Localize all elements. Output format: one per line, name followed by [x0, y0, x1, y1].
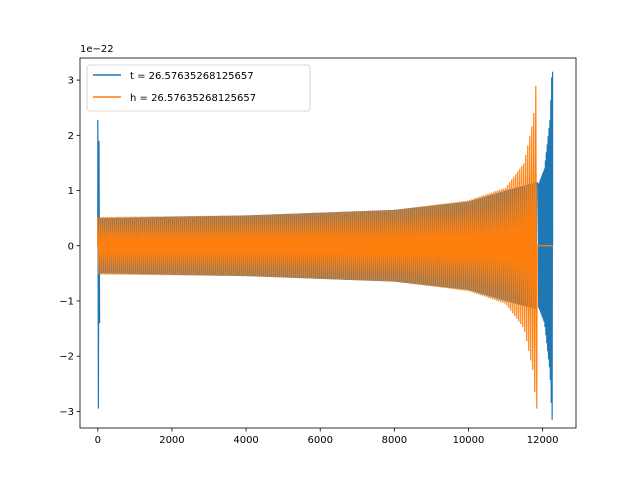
y-tick-label: −1 — [59, 296, 74, 307]
y-axis: −3 −2 −1 0 1 2 3 — [59, 76, 80, 418]
legend-box — [86, 64, 311, 112]
x-tick-label: 12000 — [527, 435, 559, 446]
y-tick-label: 3 — [68, 76, 74, 87]
x-tick-label: 2000 — [159, 435, 184, 446]
x-tick-label: 10000 — [453, 435, 485, 446]
y-tick-label: 2 — [68, 131, 74, 142]
x-tick-label: 0 — [95, 435, 101, 446]
y-tick-label: −2 — [59, 352, 74, 363]
y-tick-label: −3 — [59, 407, 74, 418]
legend-label: t = 26.57635268125657 — [130, 71, 254, 82]
plot-area — [97, 71, 554, 420]
y-offset-label: 1e−22 — [80, 44, 114, 55]
legend-label: h = 26.57635268125657 — [130, 93, 256, 104]
axes-frame — [79, 57, 577, 429]
series-line-h — [97, 85, 554, 409]
x-axis: 0 2000 4000 6000 8000 10000 12000 — [95, 428, 559, 446]
y-tick-label: 1 — [68, 186, 74, 197]
x-tick-label: 6000 — [307, 435, 332, 446]
legend: t = 26.57635268125657 h = 26.576352681256… — [86, 64, 311, 112]
x-tick-label: 8000 — [382, 435, 407, 446]
y-tick-label: 0 — [68, 241, 74, 252]
x-tick-label: 4000 — [233, 435, 258, 446]
